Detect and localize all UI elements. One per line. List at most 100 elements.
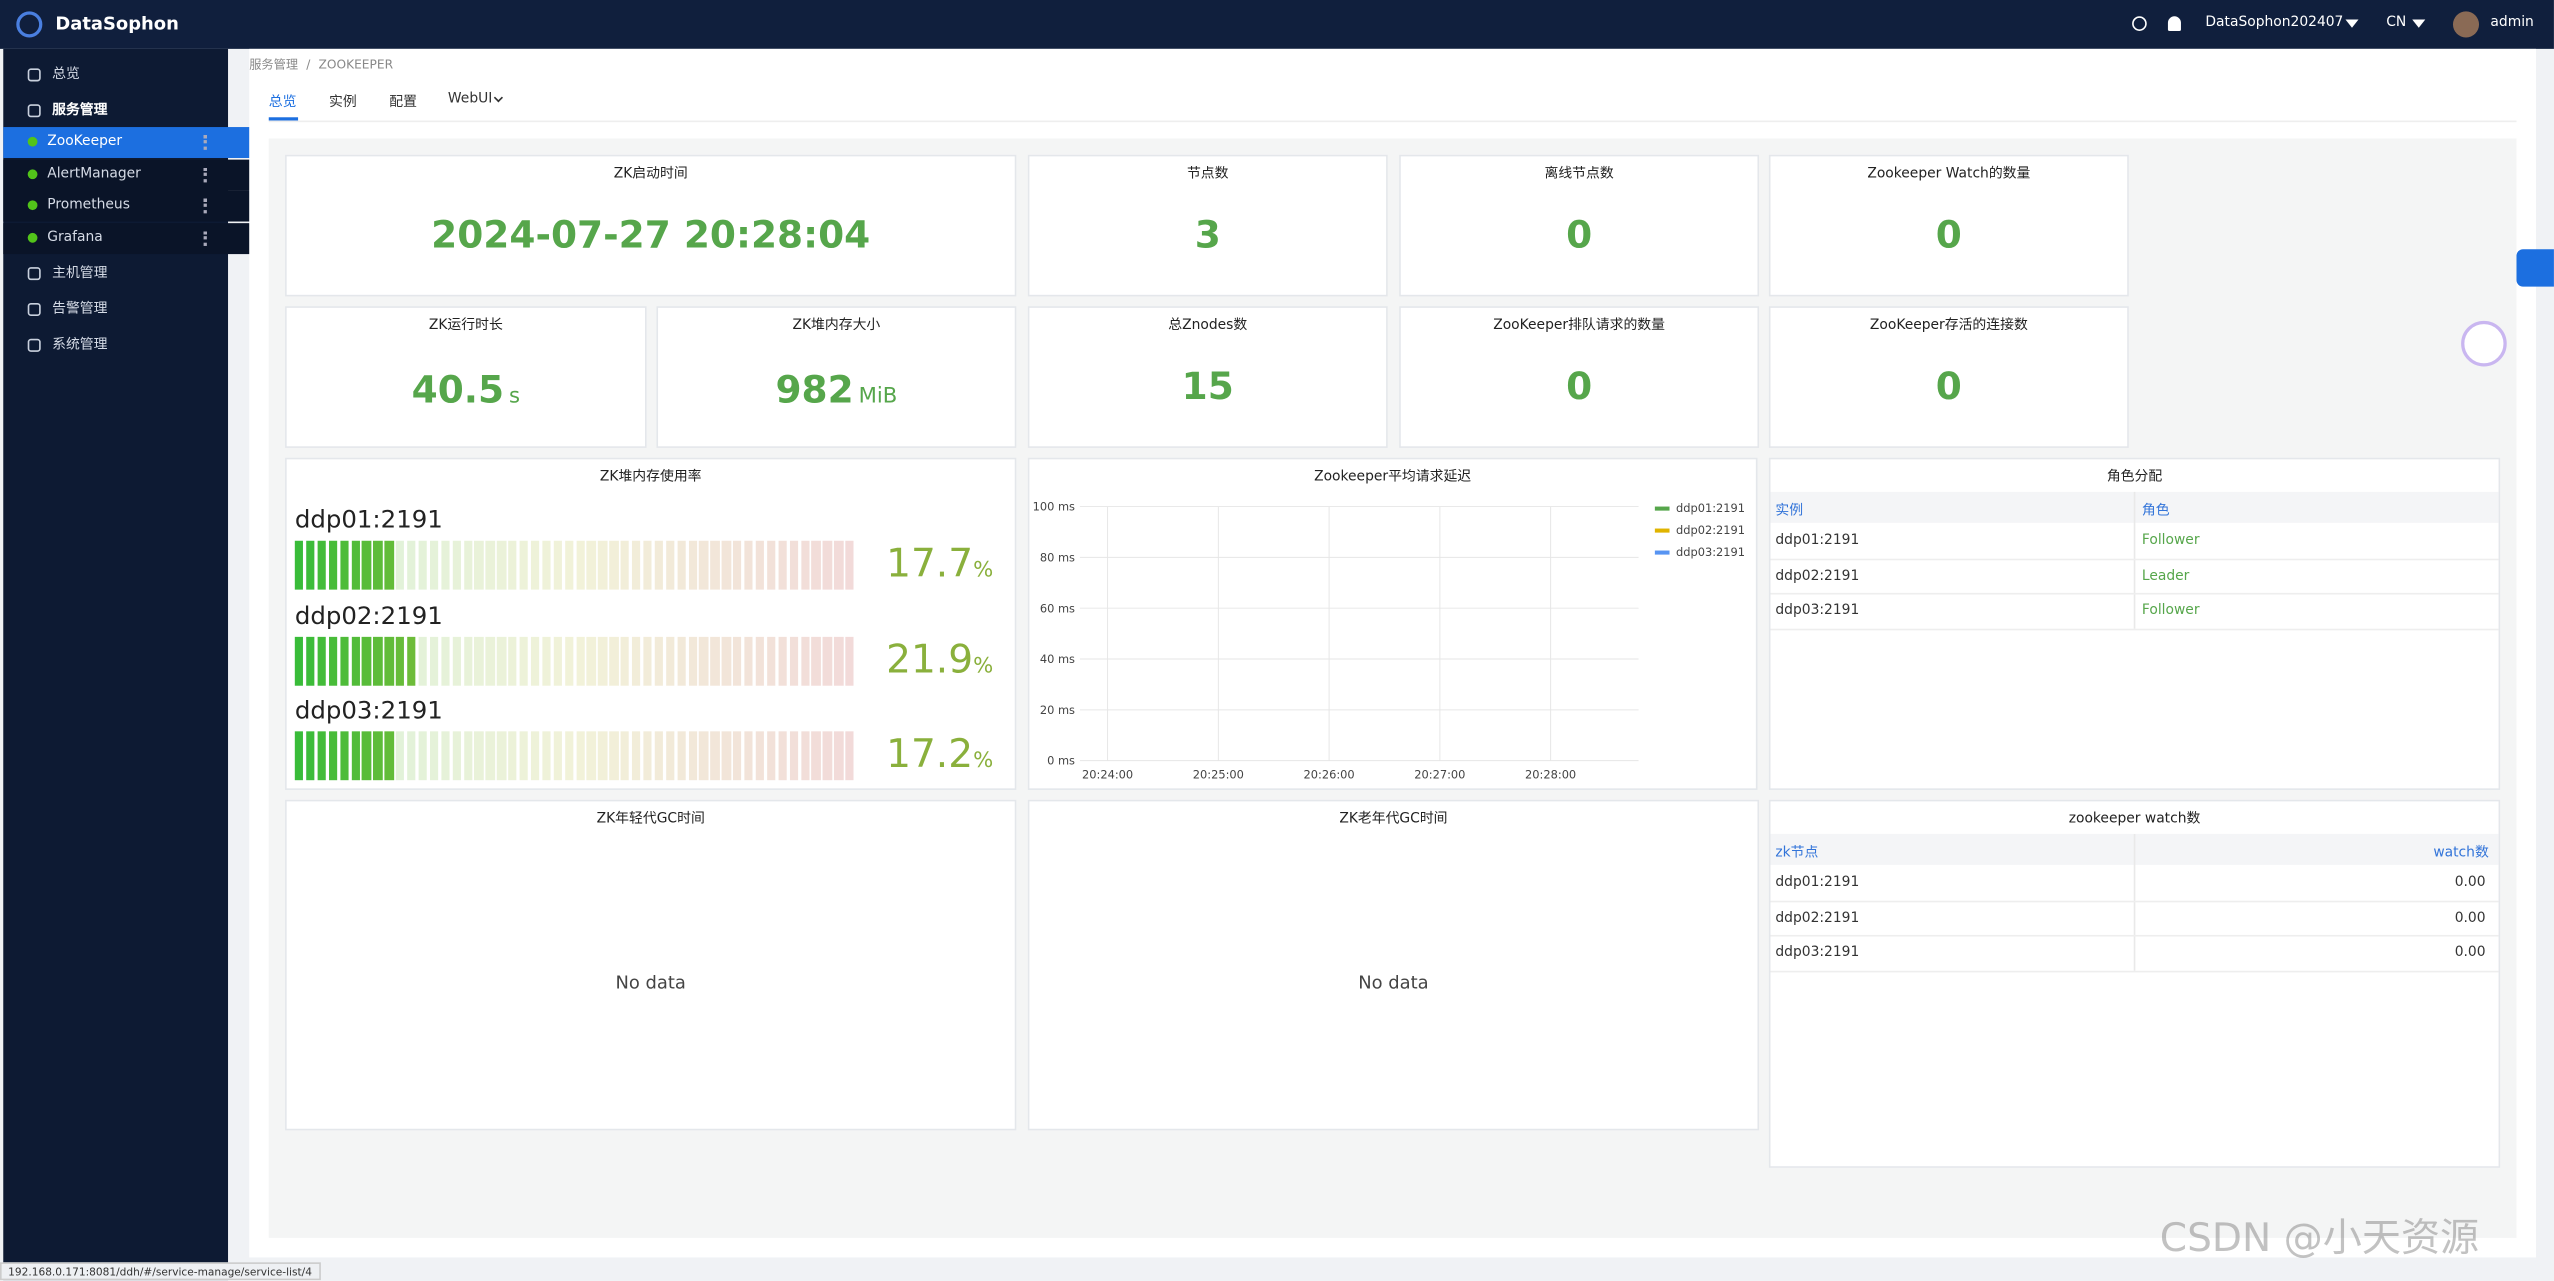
assistant-icon[interactable] xyxy=(2461,320,2507,367)
column-divider xyxy=(2133,833,2136,970)
dropdown-arrow xyxy=(493,93,504,103)
gauge-segment xyxy=(733,540,742,590)
gauge-segment xyxy=(407,731,416,781)
column-header: 角色 xyxy=(2141,503,2170,520)
row-divider xyxy=(1770,934,2499,937)
nav-sub-item[interactable]: ZooKeeper xyxy=(3,127,276,158)
row-divider xyxy=(1770,592,2499,595)
tab-divider xyxy=(268,120,2517,123)
status-url: 192.168.0.171:8081/ddh/#/service-manage/… xyxy=(0,1262,321,1281)
gauge-segment xyxy=(721,540,731,590)
gauge-segment xyxy=(351,636,360,685)
breadcrumb-item[interactable]: 服务管理 xyxy=(249,57,299,72)
gauge-segment xyxy=(766,540,776,590)
panel-title: Zookeeper Watch的数量 xyxy=(1867,166,2031,183)
nav-icon xyxy=(27,104,41,118)
gauge-segment xyxy=(463,636,473,685)
nav-icon xyxy=(27,338,41,352)
panel-title: ZooKeeper存活的连接数 xyxy=(1869,317,2028,334)
nav-item[interactable]: 服务管理 xyxy=(3,94,280,127)
gauge-segment xyxy=(530,731,540,781)
row-divider xyxy=(1770,627,2499,630)
tab[interactable]: WebUI xyxy=(447,91,493,108)
more-icon xyxy=(203,166,207,182)
stat-value: 3 xyxy=(1029,215,1386,257)
gauge-segment xyxy=(339,731,349,781)
stat-number: 0 xyxy=(1566,366,1593,409)
status-dot xyxy=(27,136,38,147)
floating-settings[interactable] xyxy=(2516,249,2554,287)
settings-icon[interactable] xyxy=(2132,16,2147,31)
user-name[interactable]: admin xyxy=(2490,14,2534,31)
gauge-segment xyxy=(317,731,327,781)
gauge-segment xyxy=(620,636,630,685)
gauge-segment xyxy=(575,731,585,781)
more-icon xyxy=(203,135,207,150)
more-icon xyxy=(203,198,207,214)
nav-item[interactable]: 系统管理 xyxy=(3,329,280,362)
y-tick-label: 40 ms xyxy=(1040,652,1075,666)
nav-sub-item[interactable]: AlertManager xyxy=(3,158,276,190)
no-data: No data xyxy=(615,972,686,994)
latency-chart: 100 ms 80 ms 60 ms 40 ms 20 ms 0 ms 20:24:00 20… xyxy=(1033,500,1745,782)
gauge-segment xyxy=(575,540,585,590)
nav-sub-item[interactable]: Grafana xyxy=(3,222,276,254)
gauge-segment xyxy=(519,731,529,781)
cell: ddp01:2191 xyxy=(1775,532,1860,549)
gauge-unit: % xyxy=(973,558,994,584)
breadcrumb: 服务管理 / ZOOKEEPER xyxy=(249,55,393,73)
gauge-segment xyxy=(508,731,518,781)
gauge-segment xyxy=(631,731,641,781)
gauge-segment xyxy=(676,731,686,781)
gauge-segment xyxy=(665,731,675,781)
gauge-segment xyxy=(463,731,473,781)
gauge-segment xyxy=(530,636,540,685)
stat-panel: 总Znodes数 15 xyxy=(1027,306,1388,448)
gauge-segment xyxy=(744,731,754,781)
nav-item[interactable]: 告警管理 xyxy=(3,293,280,326)
gauge-value: 17.7% xyxy=(886,541,993,587)
gauge-segment xyxy=(823,540,832,590)
column-divider xyxy=(2133,491,2136,628)
gauge-number: 17.7 xyxy=(886,540,974,587)
gauge-segment xyxy=(294,731,304,781)
watermark: CSDN @小天资源 xyxy=(2159,1215,2480,1261)
stat-unit: s xyxy=(508,384,521,409)
gauge-segment xyxy=(620,540,630,590)
gauge-segment xyxy=(317,540,327,590)
stat-panel: ZK堆内存大小 982 MiB xyxy=(656,306,1017,448)
tab[interactable]: 总览 xyxy=(268,94,297,111)
gauge-segment xyxy=(474,731,484,781)
gauge-label: ddp03:2191 xyxy=(294,695,443,725)
gauge-segment xyxy=(508,540,518,590)
tab[interactable]: 实例 xyxy=(329,94,357,111)
column-header: watch数 xyxy=(2433,845,2489,862)
legend-label: ddp03:2191 xyxy=(1676,545,1745,559)
gauge-segment xyxy=(362,636,372,685)
tab[interactable]: 配置 xyxy=(389,94,417,111)
gauge-segment xyxy=(429,636,439,685)
gauge-segment xyxy=(384,636,394,685)
gauge-segment xyxy=(665,636,675,685)
gauge-segment xyxy=(294,540,304,590)
stat-value: 40.5 s xyxy=(287,370,645,412)
gauge-segment xyxy=(564,636,574,685)
gauge-segment xyxy=(744,636,754,685)
gauge-segment xyxy=(598,731,608,781)
nav-item[interactable]: 主机管理 xyxy=(3,257,280,290)
y-tick-label: 60 ms xyxy=(1040,601,1075,615)
stat-number: 3 xyxy=(1194,215,1221,258)
sidebar: 总览 服务管理 ZooKeeper AlertManager Prometheus Gra… xyxy=(3,48,276,1281)
nav-item[interactable]: 总览 xyxy=(3,59,280,92)
cluster-select[interactable]: DataSophon202407 xyxy=(2205,14,2344,31)
panel-title: 节点数 xyxy=(1186,166,1229,183)
nav-sub-item[interactable]: Prometheus xyxy=(3,190,276,222)
language-select[interactable]: CN xyxy=(2386,14,2407,31)
notice-icon[interactable] xyxy=(2167,16,2181,31)
gauge-segment xyxy=(542,636,551,685)
nav-sub-label: Grafana xyxy=(47,228,103,246)
y-tick-label: 0 ms xyxy=(1047,754,1075,768)
gauge-segment xyxy=(339,540,349,590)
gauge-segment xyxy=(440,731,450,781)
gauge-label: ddp01:2191 xyxy=(294,504,443,535)
